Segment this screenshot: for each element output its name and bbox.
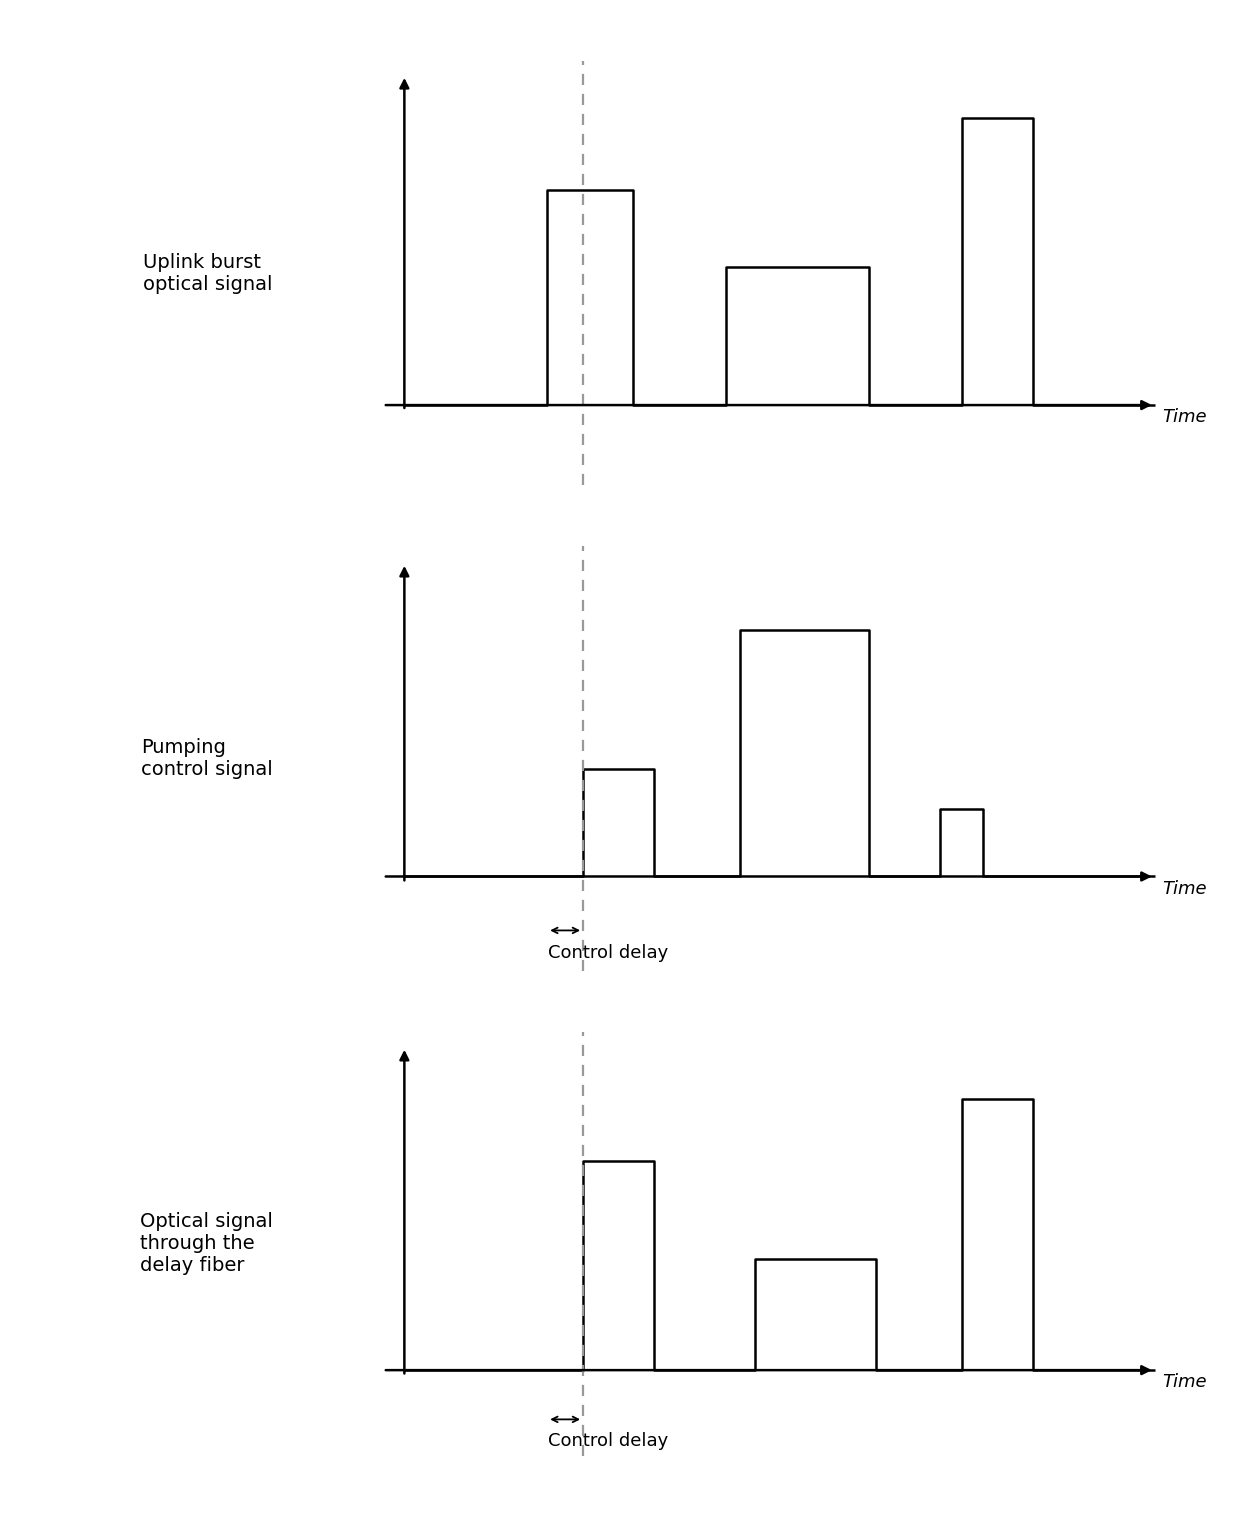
Text: Control delay: Control delay — [548, 944, 668, 962]
Text: Time: Time — [1162, 408, 1207, 426]
Text: Optical signal
through the
delay fiber: Optical signal through the delay fiber — [140, 1212, 273, 1276]
Text: Control delay: Control delay — [548, 1432, 668, 1450]
Text: Time: Time — [1162, 1373, 1207, 1391]
Text: Pumping
control signal: Pumping control signal — [141, 737, 273, 780]
Text: Time: Time — [1162, 880, 1207, 898]
Text: Uplink burst
optical signal: Uplink burst optical signal — [144, 252, 273, 294]
